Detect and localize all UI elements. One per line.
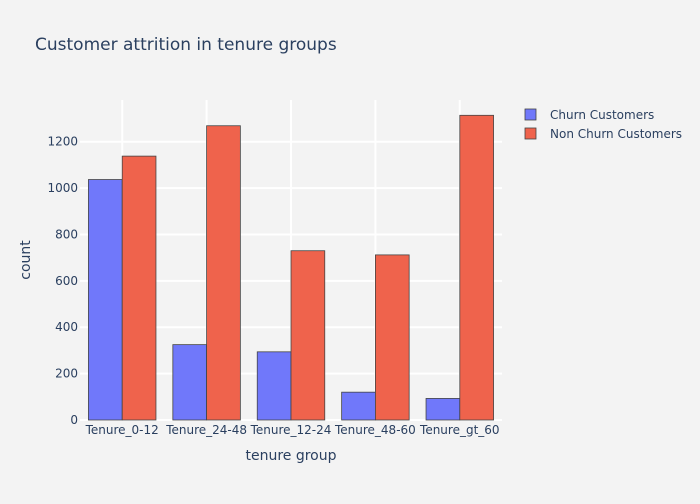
bars [88,114,494,421]
x-axis-ticks: Tenure_0-12 Tenure_24-48 Tenure_12-24 Tenur… [85,423,500,437]
y-axis-title: count [18,240,34,280]
x-tick-label: Tenure_48-60 [334,423,416,437]
y-tick-label: 400 [55,320,78,334]
x-tick-label: Tenure_0-12 [85,423,159,437]
chart-title: Customer attrition in tenure groups [35,35,337,55]
bar-churn-0[interactable] [88,179,123,421]
legend-label: Churn Customers [550,108,654,122]
legend-swatch [524,108,537,121]
bar-non-churn-0[interactable] [121,155,157,421]
bar-churn-4[interactable] [425,398,461,421]
bar-churn-1[interactable] [172,344,207,421]
x-tick-label: Tenure_12-24 [250,423,332,437]
legend-swatch [524,127,537,140]
y-tick-label: 1200 [47,135,78,149]
y-tick-label: 1000 [47,181,78,195]
y-axis-ticks: 0 200 400 600 800 1000 1200 [47,135,78,427]
bar-churn-3[interactable] [341,391,376,421]
legend-item-churn[interactable]: Churn Customers [524,108,654,122]
bar-churn-2[interactable] [256,351,292,421]
x-tick-label: Tenure_gt_60 [419,423,500,437]
y-tick-label: 200 [55,367,78,381]
bar-non-churn-4[interactable] [459,114,494,421]
x-tick-label: Tenure_24-48 [165,423,247,437]
legend-label: Non Churn Customers [550,127,682,141]
legend-item-non-churn[interactable]: Non Churn Customers [524,127,682,141]
bar-non-churn-1[interactable] [206,125,241,421]
bar-non-churn-2[interactable] [290,250,326,421]
legend[interactable]: Churn Customers Non Churn Customers [524,108,682,141]
y-tick-label: 600 [55,274,78,288]
x-axis-title: tenure group [245,448,336,464]
y-tick-label: 0 [70,413,78,427]
y-tick-label: 800 [55,227,78,241]
bar-non-churn-3[interactable] [374,254,410,421]
